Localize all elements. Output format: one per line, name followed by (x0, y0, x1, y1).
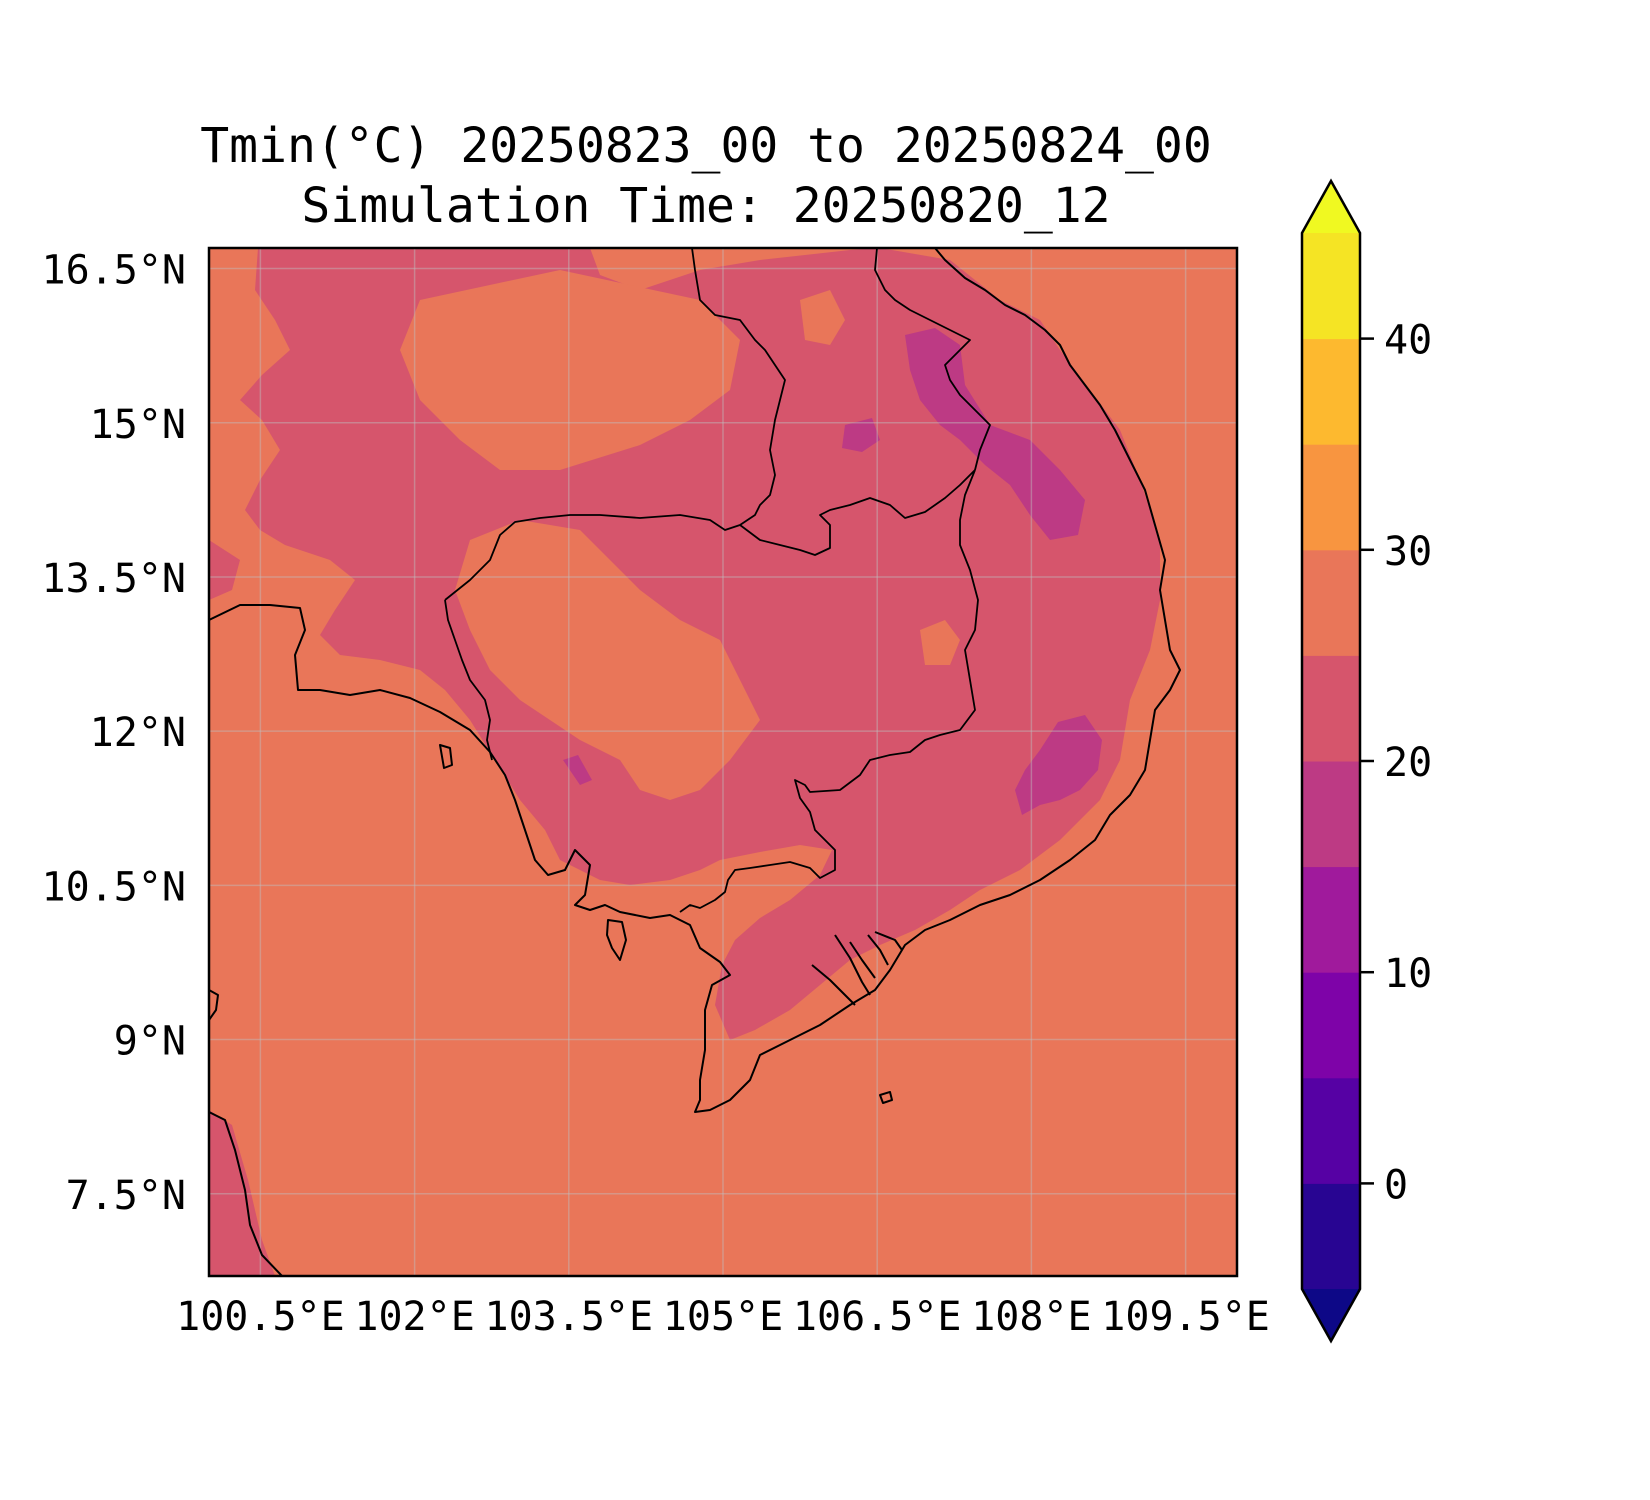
coastline-west-edge (209, 989, 219, 1021)
colorbar-bin-4 (1302, 761, 1360, 868)
colorbar-bin-2 (1302, 972, 1360, 1079)
colorbar-bin-1 (1302, 1077, 1360, 1184)
title-line-1: Tmin(°C) 20250823_00 to 20250824_00 (200, 118, 1211, 174)
lat-tick-label: 16.5°N (42, 248, 187, 294)
border-thailand-cambodia (444, 248, 786, 601)
colorbar-over-extension (1302, 181, 1360, 233)
coastline-malay-peninsula (209, 1111, 283, 1276)
title-line-2: Simulation Time: 20250820_12 (301, 178, 1110, 234)
colorbar-bin-9 (1302, 233, 1360, 340)
lon-tick-label: 105°E (663, 1294, 783, 1340)
lat-tick-label: 13.5°N (42, 556, 187, 602)
colorbar-tick-label: 20 (1384, 740, 1432, 786)
colorbar-bin-3 (1302, 866, 1360, 973)
latitude-tick-labels: 16.5°N 15°N 13.5°N 12°N 10.5°N 9°N 7.5°N (42, 248, 187, 1219)
highland-cool-area-4 (563, 755, 592, 785)
lon-tick-label: 103.5°E (485, 1294, 654, 1340)
lat-tick-label: 12°N (90, 710, 186, 756)
land-warm-pocket-3 (920, 620, 960, 665)
colorbar-tick-label: 40 (1384, 318, 1432, 364)
longitude-tick-labels: 100.5°E 102°E 103.5°E 105°E 106.5°E 108°E 109.… (176, 1294, 1270, 1340)
colorbar-bin-5 (1302, 655, 1360, 762)
land-warm-pocket-4 (800, 290, 845, 345)
colorbar-bin-0 (1302, 1183, 1360, 1290)
border-cambodia-laos (739, 469, 976, 556)
colorbar: 0 10 20 30 40 (1300, 178, 1432, 1344)
border-cambodia-vietnam (679, 469, 979, 913)
lat-tick-label: 15°N (90, 402, 186, 448)
lon-tick-label: 102°E (354, 1294, 474, 1340)
highland-cool-area-2 (1015, 715, 1102, 815)
border-laos-vietnam (874, 248, 991, 471)
island-con-dao (879, 1091, 893, 1104)
coastline-gulf-of-thailand (209, 248, 1181, 1113)
land-warm-pocket-2 (455, 520, 760, 800)
map-frame (207, 246, 1239, 1278)
colorbar-bin-8 (1302, 338, 1360, 445)
lon-tick-label: 109.5°E (1101, 1294, 1270, 1340)
lon-tick-label: 108°E (971, 1294, 1091, 1340)
lat-tick-label: 7.5°N (66, 1173, 186, 1219)
lat-tick-label: 10.5°N (42, 864, 187, 910)
colorbar-outline (1300, 178, 1362, 1344)
colorbar-tick-label: 30 (1384, 529, 1432, 575)
map-panel (209, 248, 1237, 1276)
colorbar-bin-6 (1302, 549, 1360, 656)
lon-tick-label: 106.5°E (793, 1294, 962, 1340)
mekong-delta-channels (811, 931, 903, 1006)
island-kong (439, 744, 453, 769)
colorbar-tick-label: 10 (1384, 951, 1432, 997)
lon-tick-label: 100.5°E (176, 1294, 345, 1340)
lat-tick-label: 9°N (114, 1019, 186, 1065)
map-gridlines (209, 248, 1237, 1276)
border-cambodia-thailand-south (444, 599, 493, 761)
colorbar-tick-label: 0 (1384, 1162, 1408, 1208)
land-warm-pocket-1 (400, 270, 740, 470)
colorbar-under-extension (1302, 1289, 1360, 1341)
country-borders (444, 248, 991, 913)
highland-cool-area-3 (842, 418, 880, 452)
coastlines (209, 248, 1181, 1276)
island-phu-quoc (606, 919, 627, 961)
colorbar-bin-7 (1302, 444, 1360, 551)
